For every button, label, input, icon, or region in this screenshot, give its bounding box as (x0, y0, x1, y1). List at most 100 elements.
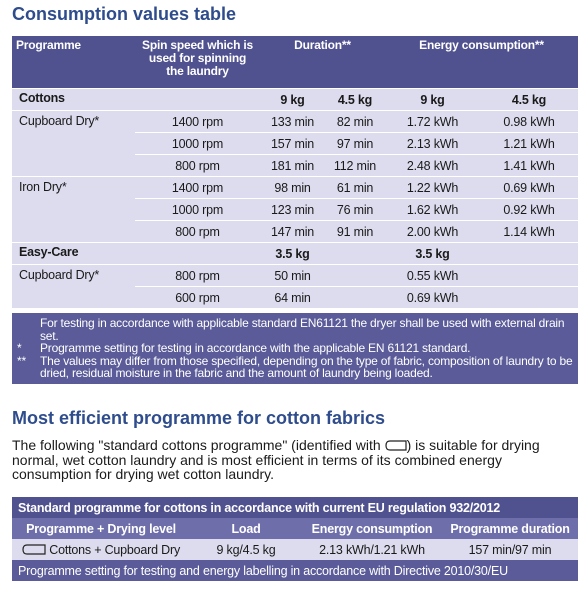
load: 9 kg (260, 88, 325, 111)
section-row: Cottons 9 kg 4.5 kg 9 kg 4.5 kg (12, 88, 578, 111)
header-cell: Load (190, 518, 302, 539)
consumption-table: Programme Spin speed which is used for sp… (12, 36, 578, 308)
energy: 2.48 kWh (385, 154, 480, 177)
load: 4.5 kg (325, 88, 385, 111)
programme: Cupboard Dry* (12, 264, 135, 308)
title-row: Standard programme for cottons in accord… (12, 497, 578, 518)
text: The following "standard cottons programm… (12, 437, 381, 453)
energy: 1.41 kWh (480, 154, 578, 177)
section-name: Cottons (12, 88, 135, 111)
duration: 147 min (260, 220, 325, 243)
cell: 157 min/97 min (442, 539, 578, 560)
note: For testing in accordance with applicabl… (17, 317, 573, 342)
section-name: Easy-Care (12, 242, 135, 265)
energy: 0.98 kWh (480, 110, 578, 133)
energy: 0.55 kWh (385, 264, 480, 287)
spin-speed: 1000 rpm (135, 198, 260, 221)
energy: 1.14 kWh (480, 220, 578, 243)
note-mark: ** (17, 353, 26, 368)
programme: Cupboard Dry* (12, 110, 135, 177)
cell (325, 264, 385, 287)
duration: 50 min (260, 264, 325, 287)
header-cell: Programme + Drying level (12, 518, 190, 539)
energy: 1.62 kWh (385, 198, 480, 221)
load: 9 kg (385, 88, 480, 111)
note: * Programme setting for testing in accord… (17, 342, 573, 355)
energy: 0.69 kWh (385, 286, 480, 308)
load: 3.5 kg (385, 242, 480, 265)
data-row: 600 rpm 64 min 0.69 kWh (12, 286, 578, 308)
energy: 1.21 kWh (480, 132, 578, 155)
energy: 1.22 kWh (385, 176, 480, 199)
energy: 0.69 kWh (480, 176, 578, 199)
data-row: Cupboard Dry* 1400 rpm 133 min 82 min 1.72 k… (12, 110, 578, 177)
energy: 0.92 kWh (480, 198, 578, 221)
section-title: Most efficient programme for cotton fabr… (12, 408, 386, 428)
data-row: Cottons + Cupboard Dry 9 kg/4.5 kg 2.13 kW… (12, 539, 578, 560)
table-title: Standard programme for cottons in accord… (12, 497, 578, 518)
energy: 2.00 kWh (385, 220, 480, 243)
duration: 76 min (325, 198, 385, 221)
footer: Programme setting for testing and energy… (12, 560, 578, 581)
notes: For testing in accordance with applicabl… (12, 313, 578, 384)
spin-speed: 800 rpm (135, 154, 260, 177)
header-cell: Programme duration (442, 518, 578, 539)
programme: Iron Dry* (12, 176, 135, 243)
data-row: Cupboard Dry* 800 rpm 50 min 0.55 kWh (12, 264, 578, 308)
data-row: 800 rpm 147 min 91 min 2.00 kWh 1.14 kWh (12, 220, 578, 243)
duration: 157 min (260, 132, 325, 155)
cell (480, 242, 578, 265)
cell: 2.13 kWh/1.21 kWh (302, 539, 442, 560)
duration: 61 min (325, 176, 385, 199)
header-cell: Programme (12, 36, 135, 89)
note-text: The values may differ from those specifi… (40, 353, 573, 380)
note-text: Programme setting for testing in accorda… (40, 341, 471, 355)
cell (480, 264, 578, 287)
energy: 1.72 kWh (385, 110, 480, 133)
header-cell: Duration** (260, 36, 385, 89)
data-row: Iron Dry* 1400 rpm 98 min 61 min 1.22 kWh 0.6… (12, 176, 578, 243)
energy: 2.13 kWh (385, 132, 480, 155)
duration: 98 min (260, 176, 325, 199)
cell (325, 242, 385, 265)
cell (325, 286, 385, 308)
data-row: 1000 rpm 123 min 76 min 1.62 kWh 0.92 kWh (12, 198, 578, 221)
cell: Cottons + Cupboard Dry (12, 539, 190, 560)
title: Consumption values table (12, 4, 237, 24)
spin-speed: 1400 rpm (135, 176, 260, 199)
data-row: 1000 rpm 157 min 97 min 2.13 kWh 1.21 kWh (12, 132, 578, 155)
cell: 9 kg/4.5 kg (190, 539, 302, 560)
paragraph: The following "standard cottons programm… (12, 438, 572, 482)
duration: 123 min (260, 198, 325, 221)
standard-programme-table: Standard programme for cottons in accord… (12, 497, 578, 581)
note: ** The values may differ from those speci… (17, 353, 573, 380)
spin-speed: 1400 rpm (135, 110, 260, 133)
load: 3.5 kg (260, 242, 325, 265)
spin-speed: 800 rpm (135, 220, 260, 243)
data-row: 800 rpm 181 min 112 min 2.48 kWh 1.41 kWh (12, 154, 578, 177)
programme: Cottons + Cupboard Dry (49, 542, 181, 557)
spin-speed: 600 rpm (135, 286, 260, 308)
header-cell: Energy consumption (302, 518, 442, 539)
text: ) is suitable for drying normal, wet cot… (12, 437, 540, 482)
section-row: Easy-Care 3.5 kg 3.5 kg (12, 242, 578, 265)
cottons-icon (22, 543, 46, 555)
note-text: For testing in accordance with applicabl… (40, 316, 565, 343)
cottons-icon (384, 440, 407, 451)
duration: 133 min (260, 110, 325, 133)
spin-speed: 1000 rpm (135, 132, 260, 155)
note-mark (17, 317, 40, 342)
header-cell: Spin speed which is used for spinning th… (135, 36, 260, 89)
spin-speed: 800 rpm (135, 264, 260, 287)
header-row: Programme + Drying level Load Energy consu… (12, 518, 578, 539)
duration: 112 min (325, 154, 385, 177)
cell (480, 286, 578, 308)
footer-row: Programme setting for testing and energy… (12, 560, 578, 581)
header-cell: Energy consumption** (385, 36, 578, 89)
duration: 82 min (325, 110, 385, 133)
duration: 97 min (325, 132, 385, 155)
cell (135, 242, 260, 265)
duration: 91 min (325, 220, 385, 243)
load: 4.5 kg (480, 88, 578, 111)
